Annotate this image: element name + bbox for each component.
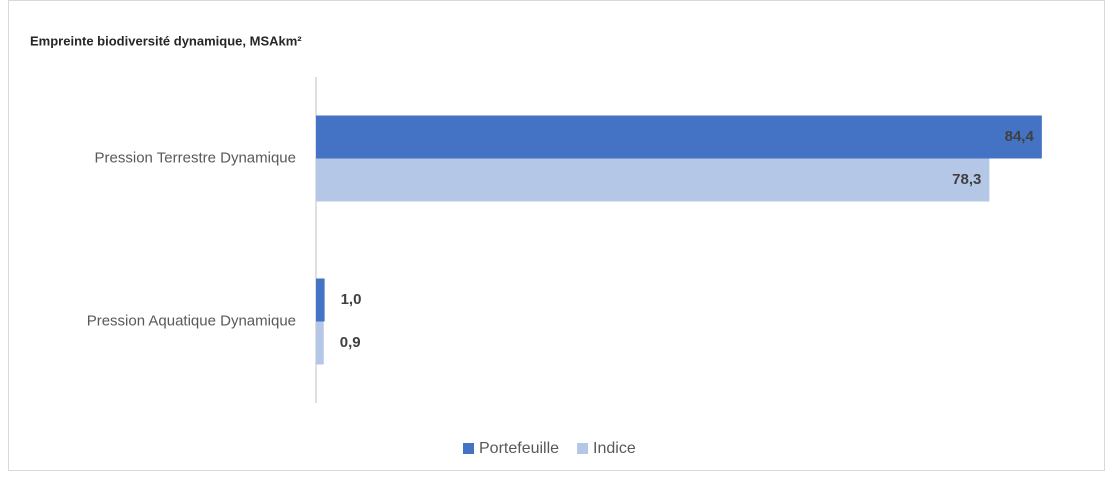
chart-title: Empreinte biodiversité dynamique, MSAkm²: [30, 33, 302, 48]
bar: [316, 278, 325, 322]
value-label: 84,4: [1005, 128, 1035, 145]
value-label: 0,9: [340, 334, 361, 351]
bar: [316, 115, 1042, 159]
category-label: Pression Aquatique Dynamique: [87, 312, 296, 329]
value-label: 78,3: [952, 171, 981, 188]
category-label: Pression Terrestre Dynamique: [95, 149, 296, 166]
bar: [316, 158, 990, 202]
legend-swatch: [577, 443, 589, 454]
legend-label: Portefeuille: [479, 440, 559, 457]
legend-swatch: [463, 443, 474, 454]
bar: [316, 321, 324, 365]
chart-frame: [8, 0, 1105, 471]
value-label: 1,0: [341, 291, 362, 308]
legend-label: Indice: [593, 440, 636, 457]
